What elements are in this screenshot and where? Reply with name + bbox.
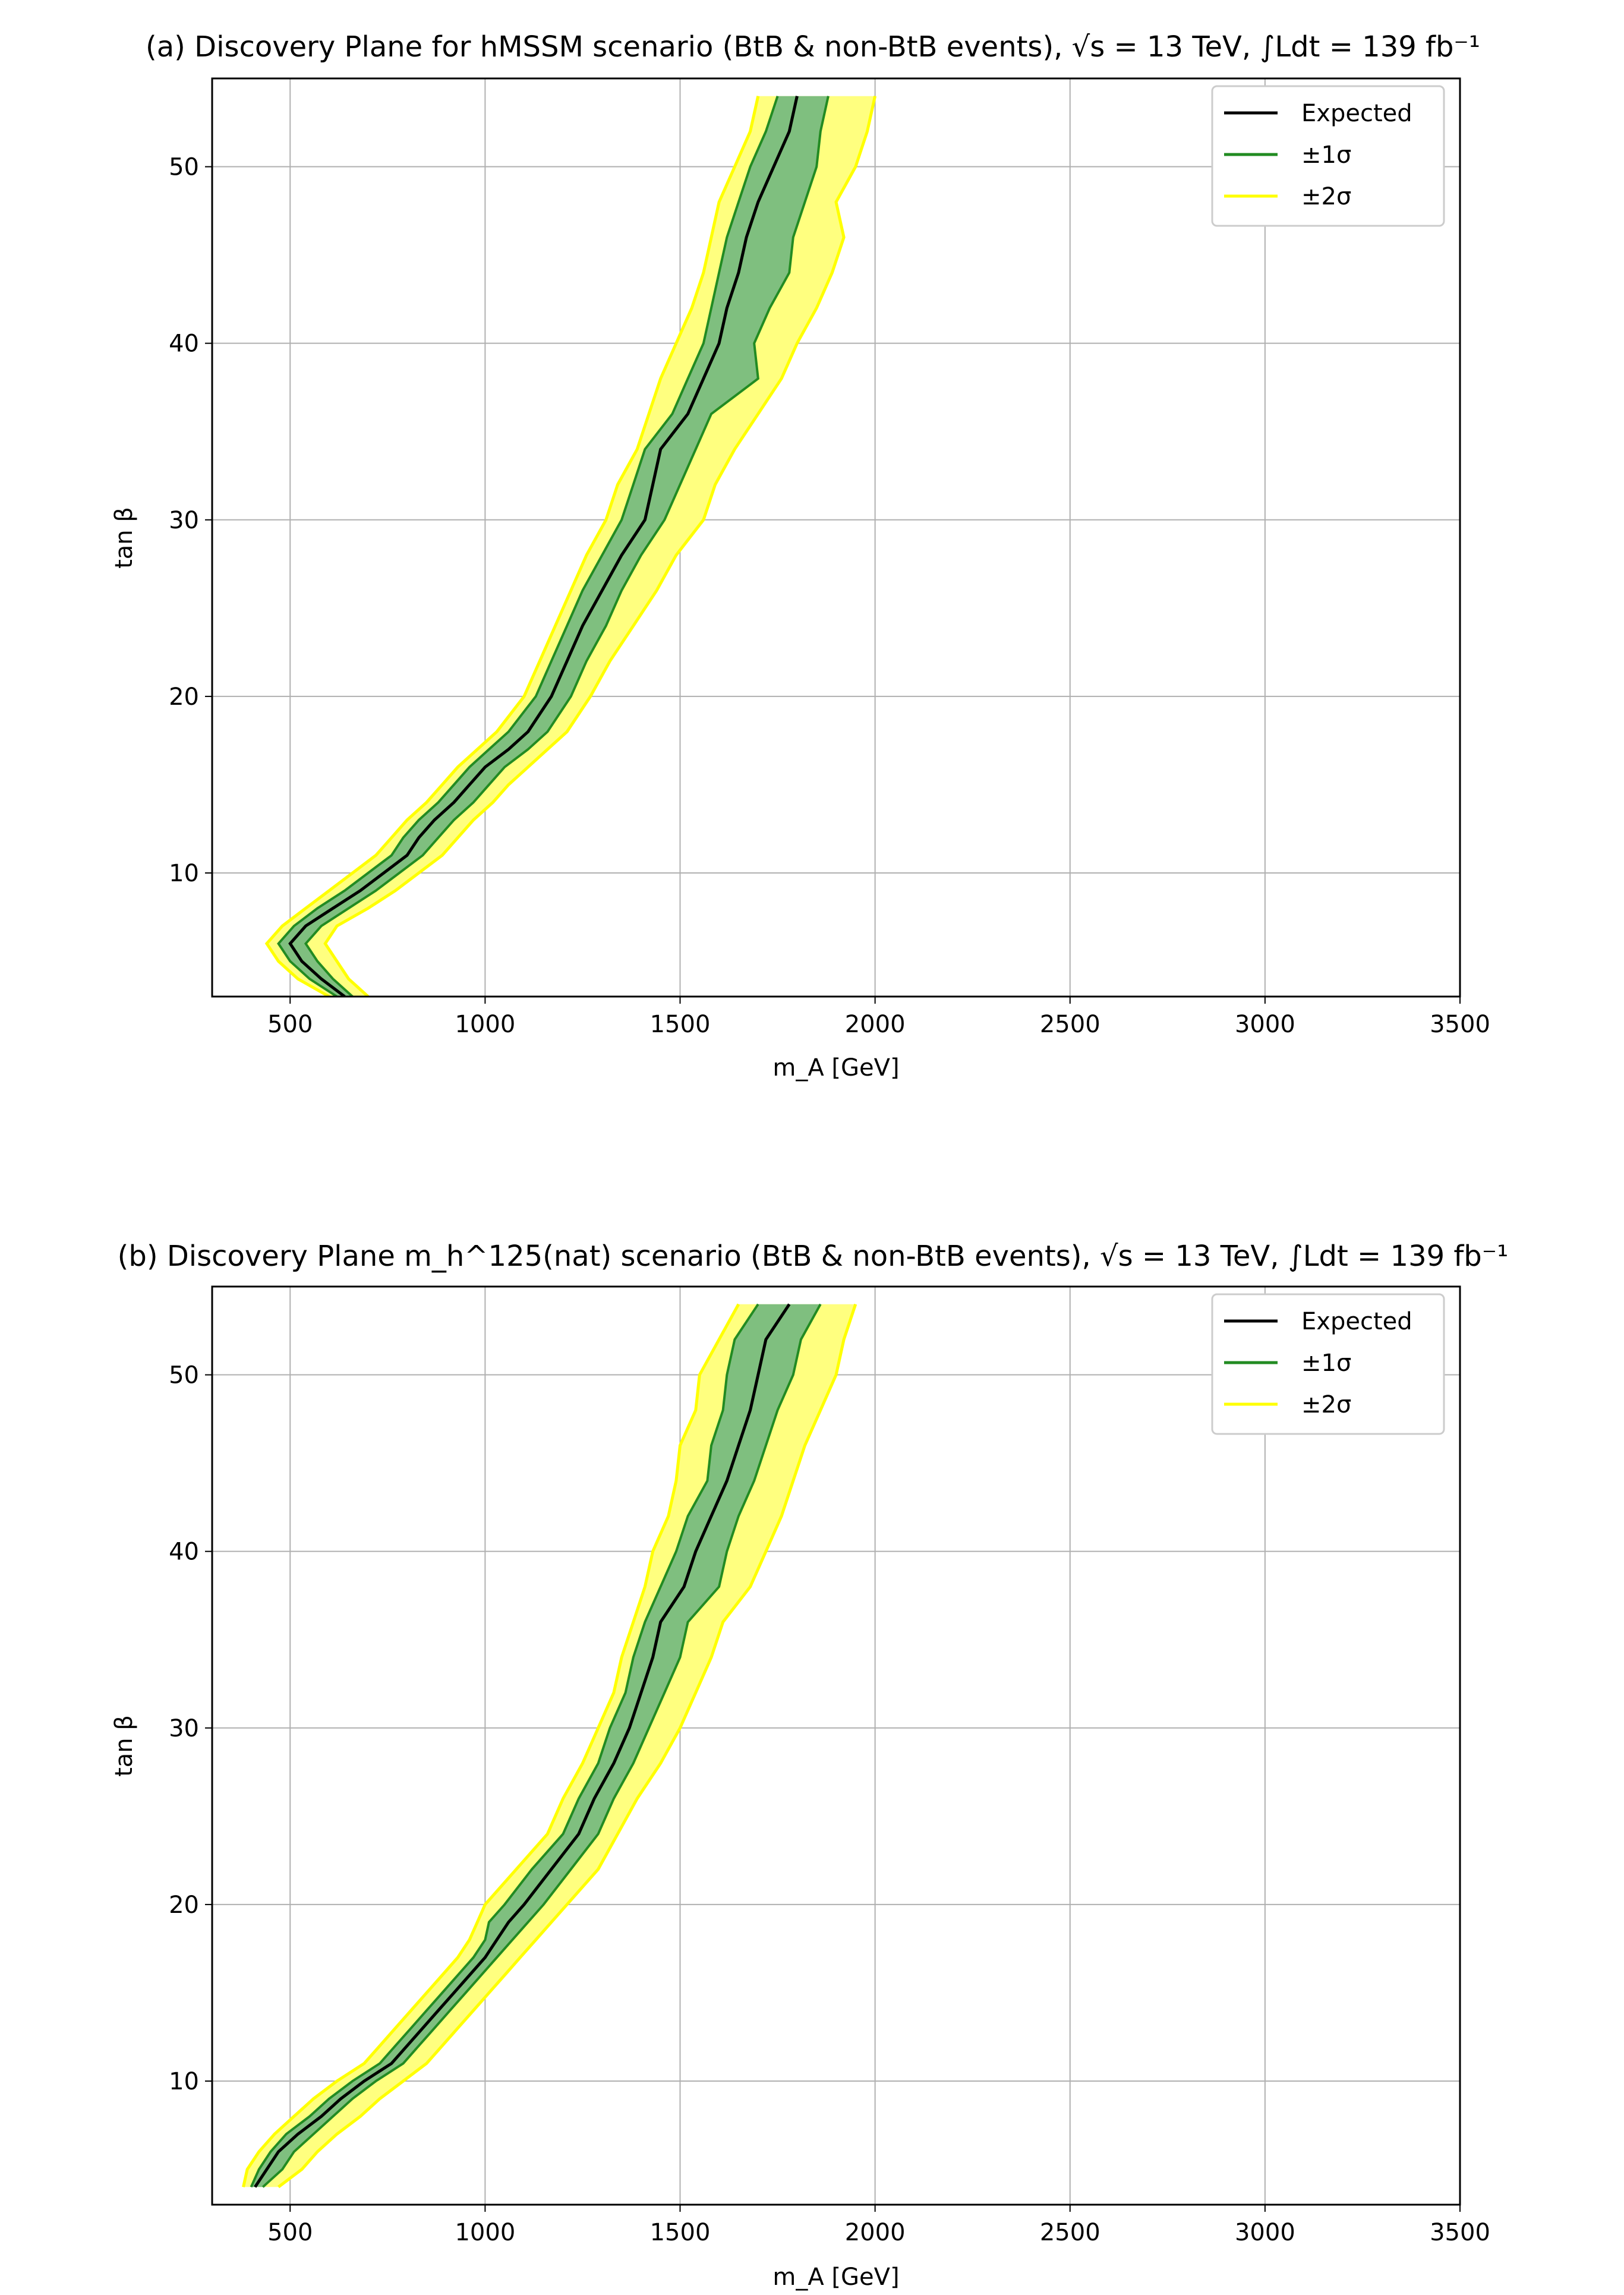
x-tick-label-b: 500	[267, 2219, 313, 2246]
x-tick-label-a: 1500	[650, 1011, 711, 1038]
x-tick-label-b: 3500	[1430, 2219, 1490, 2246]
legend-b: Expected ±1σ ±2σ	[1211, 1293, 1445, 1435]
two-sigma-low-edge-b	[242, 1303, 740, 2187]
y-tick-label-a: 40	[169, 330, 199, 358]
one-sigma-band-b	[251, 1304, 821, 2187]
x-tick-label-b: 2500	[1040, 2219, 1100, 2246]
one-sigma-low-edge-a	[277, 96, 779, 997]
chart-title-a: (a) Discovery Plane for hMSSM scenario (…	[146, 30, 1480, 64]
y-axis-label-b: tan β	[111, 1715, 138, 1777]
chart-title-b: (b) Discovery Plane m_h^125(nat) scenari…	[118, 1240, 1509, 1273]
y-tick-label-a: 10	[169, 860, 199, 887]
legend-label-expected-a: Expected	[1301, 100, 1412, 127]
two-sigma-high-edge-a	[323, 96, 877, 997]
bands-b	[242, 1303, 857, 2189]
y-tick-label-a: 50	[169, 154, 199, 181]
x-tick-label-a: 3000	[1235, 1011, 1295, 1038]
two-sigma-high-edge-b	[278, 1303, 857, 2189]
x-tick-label-a: 500	[267, 1011, 313, 1038]
expected-line-a	[288, 96, 799, 997]
plot-frame-a	[211, 77, 1461, 998]
bands-a	[264, 96, 877, 997]
panel-a: (a) Discovery Plane for hMSSM scenario (…	[111, 30, 1490, 1082]
x-tick-label-b: 3000	[1235, 2219, 1295, 2246]
expected-line-b	[254, 1303, 791, 2188]
legend-a: Expected ±1σ ±2σ	[1211, 85, 1445, 227]
one-sigma-low-edge-b	[250, 1303, 759, 2188]
grid-a	[212, 78, 1461, 997]
y-tick-label-b: 30	[169, 1715, 199, 1742]
legend-label-2sigma-a: ±2σ	[1301, 183, 1351, 210]
y-tick-label-a: 20	[169, 683, 199, 711]
legend-label-expected-b: Expected	[1301, 1308, 1412, 1335]
one-sigma-high-edge-a	[304, 96, 830, 997]
y-tick-label-b: 20	[169, 1892, 199, 1919]
y-tick-label-b: 50	[169, 1362, 199, 1389]
y-axis-label-a: tan β	[111, 507, 138, 569]
x-tick-label-a: 2000	[845, 1011, 906, 1038]
legend-box-b	[1211, 1293, 1445, 1435]
legend-box-a	[1211, 85, 1445, 227]
ticks-b: 500 1000 1500 2000 2500 3000 3500 10 20 30 40 50	[169, 1362, 1490, 2246]
x-tick-label-a: 2500	[1040, 1011, 1100, 1038]
one-sigma-high-edge-b	[261, 1303, 822, 2188]
x-tick-label-a: 3500	[1430, 1011, 1490, 1038]
y-tick-label-b: 10	[169, 2068, 199, 2095]
legend-label-1sigma-a: ±1σ	[1301, 141, 1351, 169]
panel-b: (b) Discovery Plane m_h^125(nat) scenari…	[111, 1240, 1508, 2291]
x-tick-label-b: 1500	[650, 2219, 711, 2246]
ticks-a: 500 1000 1500 2000 2500 3000 3500 10 20 30 40 50	[169, 154, 1490, 1038]
legend-label-1sigma-b: ±1σ	[1301, 1350, 1351, 1377]
x-tick-label-a: 1000	[455, 1011, 515, 1038]
x-tick-label-b: 2000	[845, 2219, 906, 2246]
legend-label-2sigma-b: ±2σ	[1301, 1391, 1351, 1418]
plot-frame-b	[211, 1285, 1461, 2206]
y-tick-label-a: 30	[169, 507, 199, 534]
one-sigma-band-a	[278, 96, 828, 997]
x-axis-label-b: m_A [GeV]	[772, 2264, 899, 2291]
y-tick-label-b: 40	[169, 1539, 199, 1566]
x-axis-label-a: m_A [GeV]	[772, 1054, 899, 1082]
two-sigma-low-edge-a	[264, 96, 760, 997]
x-tick-label-b: 1000	[455, 2219, 515, 2246]
